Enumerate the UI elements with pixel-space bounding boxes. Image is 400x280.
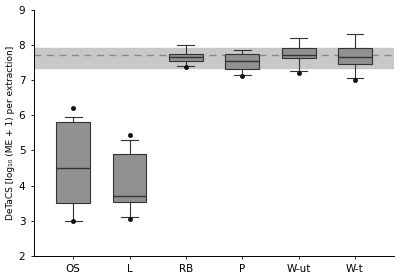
- PathPatch shape: [169, 53, 203, 61]
- PathPatch shape: [282, 48, 316, 58]
- PathPatch shape: [56, 122, 90, 203]
- PathPatch shape: [225, 53, 259, 69]
- Bar: [34, 48, 394, 68]
- PathPatch shape: [338, 48, 372, 64]
- Y-axis label: DeTaCS [log₁₀ (ME + 1) per extraction]: DeTaCS [log₁₀ (ME + 1) per extraction]: [6, 46, 14, 220]
- PathPatch shape: [112, 154, 146, 202]
